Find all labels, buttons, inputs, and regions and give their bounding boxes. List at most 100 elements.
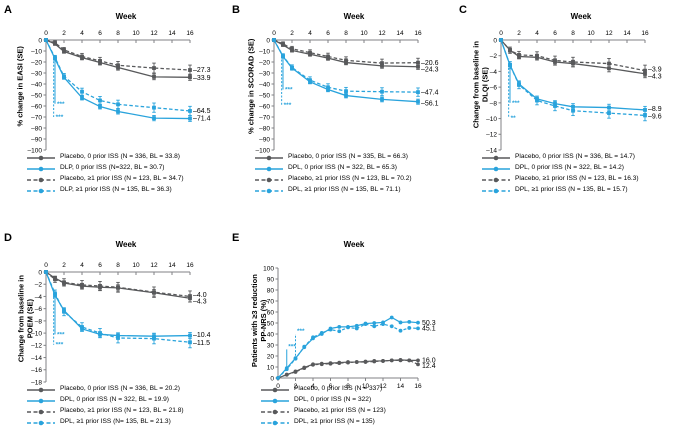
svg-text:–100: –100 (256, 147, 271, 154)
svg-text:–50: –50 (31, 92, 42, 99)
svg-text:–10.4: –10.4 (193, 332, 211, 339)
svg-text:50.3: 50.3 (422, 320, 436, 327)
panel-e-legend: Placebo, 0 prior ISS (N = 337) DPL, 0 pri… (260, 384, 460, 428)
legend-label: DPL, 0 prior ISS (N = 322, BL = 19.9) (60, 396, 169, 404)
solid-line-swatch-icon (260, 396, 290, 406)
svg-text:10: 10 (132, 30, 140, 37)
legend-label: Placebo, 0 prior ISS (N = 335, BL = 66.3… (288, 153, 408, 161)
svg-text:30: 30 (267, 342, 275, 349)
svg-text:–24.3: –24.3 (421, 66, 439, 73)
panel-a-title: Week (115, 12, 137, 21)
dashed-line-swatch-icon (254, 186, 284, 196)
legend-label: Placebo, ≥1 prior ISS (N = 123, BL = 70.… (288, 175, 412, 183)
svg-text:–40: –40 (259, 81, 270, 88)
svg-text:–64.5: –64.5 (193, 108, 211, 115)
svg-text:***: *** (288, 343, 296, 350)
svg-text:***: *** (297, 328, 305, 335)
svg-text:0: 0 (272, 30, 276, 37)
svg-text:–4.0: –4.0 (193, 292, 207, 299)
svg-text:8: 8 (571, 30, 575, 37)
panel-e-letter: E (232, 232, 240, 244)
svg-text:10: 10 (362, 383, 370, 390)
svg-text:–70: –70 (31, 114, 42, 121)
svg-text:0: 0 (276, 383, 280, 390)
svg-text:8: 8 (346, 383, 350, 390)
svg-text:***: *** (57, 101, 65, 108)
legend-label: Placebo, 0 prior ISS (N = 337) (294, 385, 383, 393)
dashed-line-swatch-icon (26, 175, 56, 185)
solid-line-swatch-icon (26, 385, 56, 395)
legend-item: Placebo, 0 prior ISS (N = 336, BL = 20.2… (26, 384, 226, 395)
dashed-line-swatch-icon (26, 418, 56, 428)
panel-a-plot: 0 –10 –20 –30 –40 –50 –60 –70 –80 –90 –100 0 2 4 6 8 10 1… (28, 30, 211, 154)
svg-text:–20: –20 (259, 59, 270, 66)
solid-line-swatch-icon (481, 153, 511, 163)
legend-item: Placebo, 0 prior ISS (N = 335, BL = 66.3… (254, 152, 454, 163)
panel-d-legend: Placebo, 0 prior ISS (N = 336, BL = 20.2… (26, 384, 226, 428)
panel-c-plot: 0 –2 –4 –6 –8 –10 –12 –14 0 2 4 6 8 10 12 14 16 –3.9–4.3 –… (486, 30, 662, 154)
svg-text:0: 0 (38, 37, 42, 44)
panel-d-title: Week (115, 240, 137, 249)
svg-text:12: 12 (378, 30, 386, 37)
svg-text:70: 70 (267, 298, 275, 305)
legend-label: Placebo, 0 prior ISS (N = 336, BL = 14.7… (515, 153, 635, 161)
svg-text:40: 40 (267, 331, 275, 338)
svg-text:16: 16 (641, 30, 649, 37)
panel-d: D Week Change from baseline in POEM (SE)… (4, 232, 228, 436)
svg-text:–4.3: –4.3 (648, 73, 662, 80)
panel-b-legend: Placebo, 0 prior ISS (N = 335, BL = 66.3… (254, 152, 454, 196)
legend-item: DPL, ≥1 prior ISS (N = 135, BL = 15.7) (481, 185, 681, 196)
svg-text:10: 10 (360, 30, 368, 37)
legend-label: DLP, ≥1 prior ISS (N = 135, BL = 36.3) (60, 186, 172, 194)
legend-label: DPL, ≥1 prior ISS (N = 135, BL = 71.1) (288, 186, 401, 194)
svg-text:16: 16 (186, 30, 194, 37)
legend-item: Placebo, ≥1 prior ISS (N = 123, BL = 21.… (26, 406, 226, 417)
svg-text:0: 0 (270, 375, 274, 382)
svg-text:0: 0 (44, 30, 48, 37)
svg-text:–90: –90 (259, 136, 270, 143)
legend-item: Placebo, ≥1 prior ISS (N = 123, BL = 34.… (26, 174, 226, 185)
solid-line-swatch-icon (26, 153, 56, 163)
panel-b-plot: 0 –10 –20 –30 –40 –50 –60 –70 –80 –90 –100 0 2 4 6 8 10 1… (256, 30, 439, 154)
legend-item: DPL, 0 prior ISS (N = 322) (260, 395, 460, 406)
panel-a-legend: Placebo, 0 prior ISS (N = 336, BL = 33.8… (26, 152, 226, 196)
legend-label: Placebo, ≥1 prior ISS (N = 123, BL = 21.… (60, 407, 184, 415)
svg-text:6: 6 (553, 30, 557, 37)
svg-text:–8: –8 (35, 318, 43, 325)
svg-text:12.4: 12.4 (422, 363, 436, 370)
legend-label: Placebo, ≥1 prior ISS (N = 123, BL = 34.… (60, 175, 184, 183)
panel-e: E Week Patients with ≥3 reduction PP-NRS… (232, 232, 456, 436)
svg-text:0: 0 (44, 262, 48, 269)
svg-text:–18: –18 (31, 379, 42, 386)
svg-text:2: 2 (517, 30, 521, 37)
panel-c-title: Week (570, 12, 592, 21)
svg-text:–33.9: –33.9 (193, 75, 211, 82)
svg-text:–2: –2 (35, 282, 43, 289)
panel-d-letter: D (4, 232, 12, 244)
svg-text:16.0: 16.0 (422, 358, 436, 365)
svg-text:14: 14 (623, 30, 631, 37)
legend-item: DPL, 0 prior ISS (N = 322, BL = 14.2) (481, 163, 681, 174)
svg-text:0: 0 (493, 37, 497, 44)
svg-text:6: 6 (98, 30, 102, 37)
svg-text:–6: –6 (35, 306, 43, 313)
legend-label: Placebo, ≥1 prior ISS (N = 123) (294, 407, 386, 415)
svg-text:–70: –70 (259, 114, 270, 121)
dashed-line-swatch-icon (481, 175, 511, 185)
panel-a: A Week % change in EASI (SE) 0 –10 –20 –30–… (4, 4, 228, 202)
svg-text:**: ** (511, 115, 517, 122)
legend-item: Placebo, 0 prior ISS (N = 337) (260, 384, 460, 395)
svg-text:***: *** (512, 100, 520, 107)
legend-item: DPL, 0 prior ISS (N = 322, BL = 19.9) (26, 395, 226, 406)
svg-text:12: 12 (379, 383, 387, 390)
svg-text:80: 80 (267, 287, 275, 294)
legend-label: DPL, ≥1 prior ISS (N = 135, BL = 15.7) (515, 186, 628, 194)
svg-text:2: 2 (294, 383, 298, 390)
svg-text:–71.4: –71.4 (193, 116, 211, 123)
solid-line-swatch-icon (481, 164, 511, 174)
svg-text:–4: –4 (490, 69, 498, 76)
dashed-line-swatch-icon (26, 186, 56, 196)
svg-text:8: 8 (344, 30, 348, 37)
svg-text:16: 16 (186, 262, 194, 269)
svg-text:10: 10 (267, 364, 275, 371)
